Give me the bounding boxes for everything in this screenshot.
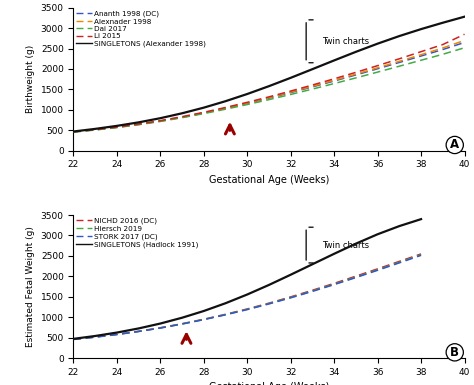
X-axis label: Gestational Age (Weeks): Gestational Age (Weeks) [209,175,329,185]
Text: Twin charts: Twin charts [322,241,369,249]
Text: B: B [450,346,459,359]
X-axis label: Gestational Age (Weeks): Gestational Age (Weeks) [209,382,329,385]
Legend: Ananth 1998 (DC), Alexnader 1998, Dai 2017, Li 2015, SINGLETONS (Alexander 1998): Ananth 1998 (DC), Alexnader 1998, Dai 20… [76,10,207,48]
Y-axis label: Estimated Fetal Weight (g): Estimated Fetal Weight (g) [26,226,35,347]
Text: A: A [450,139,459,151]
Text: Twin charts: Twin charts [322,37,369,46]
Legend: NICHD 2016 (DC), Hiersch 2019, STORK 2017 (DC), SINGLETONS (Hadlock 1991): NICHD 2016 (DC), Hiersch 2019, STORK 201… [76,217,200,248]
Y-axis label: Birthweight (g): Birthweight (g) [26,45,35,113]
